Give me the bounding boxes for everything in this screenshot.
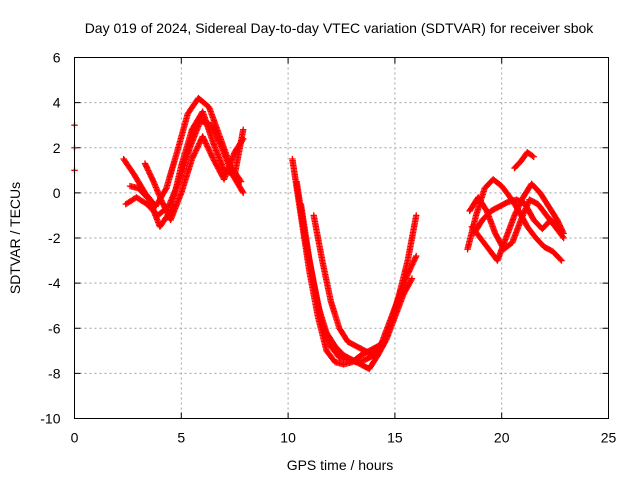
data-point [413, 212, 420, 219]
series-s13 [511, 149, 537, 172]
grid [74, 57, 609, 419]
data-point [240, 189, 247, 197]
x-tick-label: 15 [387, 430, 403, 446]
data-point [203, 141, 210, 149]
data-point [188, 155, 196, 163]
x-axis-label: GPS time / hours [287, 457, 394, 473]
data-point [208, 153, 216, 160]
data-point [149, 177, 157, 184]
data-point [216, 138, 223, 146]
data-point [217, 141, 224, 149]
data-point [412, 254, 419, 261]
data-point [557, 256, 564, 263]
data-point [206, 147, 213, 154]
tick-labels: 0 5 10 15 20 25 -10 -8 -6 -4 -2 0 2 4 6 [40, 50, 616, 446]
x-tick-label: 5 [177, 430, 185, 446]
y-tick-label: -6 [48, 320, 61, 336]
data-point [240, 135, 247, 142]
data-point [193, 145, 200, 153]
data-point [201, 137, 208, 144]
data-point [206, 148, 214, 156]
data-point [240, 126, 247, 133]
data-point [202, 140, 210, 147]
data-point [204, 144, 212, 151]
data-point [239, 136, 246, 144]
series-s3 [126, 108, 247, 230]
data-point [190, 151, 198, 159]
data-point [530, 153, 537, 160]
data-point [212, 131, 220, 139]
data-point [196, 140, 203, 147]
data-point [560, 230, 567, 237]
plot-frame [74, 57, 609, 419]
series-s11 [468, 180, 567, 264]
series-s12 [470, 196, 563, 237]
y-tick-label: 4 [53, 95, 61, 111]
data-point [207, 150, 214, 157]
y-tick-label: -10 [40, 411, 60, 427]
y-axis-label: SDTVAR / TECUs [7, 182, 23, 294]
data-point [554, 222, 562, 229]
data-point [189, 154, 196, 161]
data-point [194, 144, 201, 151]
data-point [200, 136, 208, 143]
data-point [215, 137, 222, 144]
data-point [413, 252, 420, 260]
y-tick-label: -8 [48, 365, 61, 381]
x-tick-label: 25 [601, 430, 617, 446]
data-point [208, 151, 215, 159]
series-s4 [141, 133, 247, 224]
data-point [190, 153, 197, 160]
data-point [192, 147, 200, 154]
data-point [194, 143, 202, 150]
y-tick-label: -2 [48, 230, 61, 246]
x-tick-label: 10 [280, 430, 296, 446]
data-point [239, 188, 246, 195]
data-point [558, 257, 565, 264]
data-point [192, 148, 199, 156]
y-tick-label: 0 [53, 185, 61, 201]
data-point [214, 136, 222, 143]
data-point [162, 186, 169, 193]
data-point [556, 223, 563, 230]
data-point [196, 138, 204, 146]
data-point [408, 276, 415, 284]
data-marks [71, 94, 567, 373]
series-s1 [120, 94, 245, 210]
series-s8 [310, 212, 420, 359]
data-point [214, 134, 221, 142]
data-point [199, 133, 206, 140]
data-point [204, 143, 211, 150]
data-point [202, 138, 209, 146]
data-point [191, 150, 198, 157]
data-point [216, 140, 224, 147]
data-point [408, 275, 416, 282]
x-tick-label: 0 [71, 430, 79, 446]
chart-title: Day 019 of 2024, Sidereal Day-to-day VTE… [85, 20, 595, 36]
series-s5 [289, 155, 382, 368]
data-point [205, 145, 212, 153]
data-point [195, 141, 202, 149]
data-point [200, 134, 207, 142]
y-tick-label: 6 [53, 50, 61, 66]
y-tick-label: -4 [48, 275, 61, 291]
data-point [529, 152, 536, 160]
x-tick-label: 20 [494, 430, 510, 446]
data-point [218, 143, 225, 150]
data-point [213, 133, 220, 140]
y-tick-label: 2 [53, 140, 61, 156]
